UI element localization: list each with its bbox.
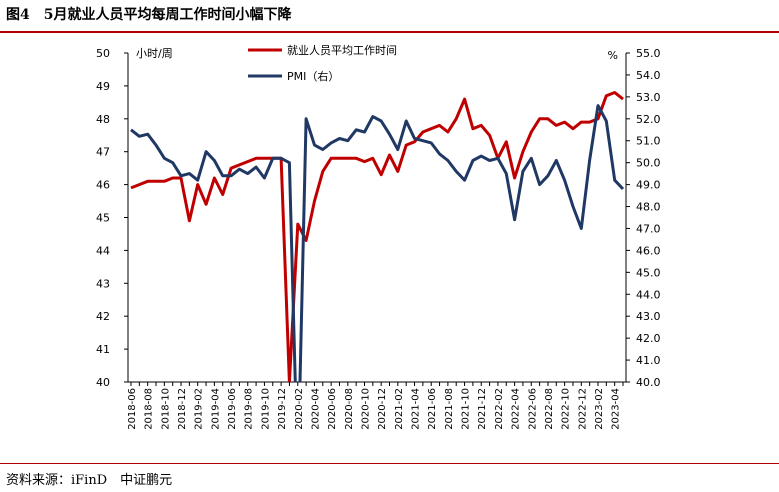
right-tick-label: 50.0 xyxy=(636,157,661,170)
right-tick-label: 44.0 xyxy=(636,288,661,301)
x-tick-label: 2018-10 xyxy=(160,388,171,430)
right-tick-label: 49.0 xyxy=(636,179,661,192)
x-tick-label: 2022-12 xyxy=(577,388,588,430)
right-tick-label: 55.0 xyxy=(636,47,661,60)
right-tick-label: 51.0 xyxy=(636,135,661,148)
x-tick-label: 2020-06 xyxy=(327,388,338,430)
right-tick-label: 48.0 xyxy=(636,201,661,214)
plot-lines xyxy=(130,91,625,382)
x-tick-label: 2021-02 xyxy=(394,388,405,430)
x-tick-label: 2022-10 xyxy=(561,388,572,430)
x-tick-label: 2021-06 xyxy=(427,388,438,430)
right-tick-label: 45.0 xyxy=(636,266,661,279)
x-tick-label: 2018-12 xyxy=(177,388,188,430)
x-tick-label: 2023-04 xyxy=(611,388,622,430)
x-tick-label: 2018-06 xyxy=(127,388,138,430)
x-tick-label: 2021-08 xyxy=(444,388,455,430)
x-tick-label: 2022-04 xyxy=(511,388,522,430)
x-tick-label: 2020-12 xyxy=(377,388,388,430)
left-tick-label: 42 xyxy=(96,310,110,323)
right-tick-label: 54.0 xyxy=(636,69,661,82)
left-tick-label: 47 xyxy=(96,146,110,159)
series-line-hours xyxy=(130,91,624,382)
left-tick-label: 40 xyxy=(96,376,110,389)
x-tick-label: 2019-06 xyxy=(227,388,238,430)
legend: 就业人员平均工作时间 PMI（右） xyxy=(248,43,397,83)
x-tick-label: 2019-04 xyxy=(210,388,221,430)
left-tick-label: 48 xyxy=(96,113,110,126)
left-tick-label: 50 xyxy=(96,47,110,60)
right-tick-label: 53.0 xyxy=(636,91,661,104)
left-tick-label: 44 xyxy=(96,244,110,257)
left-tick-label: 46 xyxy=(96,179,110,192)
right-axis-unit-label: % xyxy=(608,49,618,62)
x-tick-label: 2020-08 xyxy=(344,388,355,430)
left-tick-label: 43 xyxy=(96,277,110,290)
left-y-axis: 40 41 42 43 44 45 46 47 48 49 50 小时/周 xyxy=(96,47,173,389)
x-tick-label: 2022-02 xyxy=(494,388,505,430)
source-note: 资料来源：iFinD 中证鹏元 xyxy=(6,473,173,488)
x-tick-label: 2020-04 xyxy=(310,388,321,430)
x-tick-label: 2022-06 xyxy=(527,388,538,430)
x-tick-label: 2022-08 xyxy=(544,388,555,430)
right-tick-label: 47.0 xyxy=(636,222,661,235)
x-axis: 2018-06 2018-08 2018-10 2018-12 2019-02 2019-… xyxy=(127,381,626,430)
right-tick-label: 40.0 xyxy=(636,376,661,389)
x-tick-label: 2020-02 xyxy=(294,388,305,430)
figure-title: 图4 5月就业人员平均每周工作时间小幅下降 xyxy=(6,7,292,23)
legend-label: 就业人员平均工作时间 xyxy=(287,43,397,57)
x-tick-label: 2021-12 xyxy=(477,388,488,430)
left-tick-label: 45 xyxy=(96,212,110,225)
x-tick-label: 2018-08 xyxy=(144,388,155,430)
x-tick-label: 2019-10 xyxy=(260,388,271,430)
title-rule xyxy=(0,31,779,33)
x-tick-label: 2019-12 xyxy=(277,388,288,430)
x-tick-label: 2021-04 xyxy=(411,388,422,430)
left-tick-label: 49 xyxy=(96,80,110,93)
right-y-axis: 40.0 41.0 42.0 43.0 44.0 45.0 46.0 47.0 48.0 49.0… xyxy=(608,47,661,389)
right-tick-label: 42.0 xyxy=(636,332,661,345)
x-tick-label: 2023-02 xyxy=(594,388,605,430)
legend-label: PMI（右） xyxy=(287,69,339,83)
footer-rule xyxy=(0,463,779,464)
x-tick-label: 2019-02 xyxy=(194,388,205,430)
series-line-pmi xyxy=(130,104,625,382)
x-tick-label: 2020-10 xyxy=(360,388,371,430)
right-tick-label: 43.0 xyxy=(636,310,661,323)
left-axis-unit-label: 小时/周 xyxy=(136,47,173,60)
x-tick-label: 2021-10 xyxy=(461,388,472,430)
right-tick-label: 41.0 xyxy=(636,354,661,367)
right-tick-label: 52.0 xyxy=(636,113,661,126)
x-tick-label: 2019-08 xyxy=(244,388,255,430)
right-tick-label: 46.0 xyxy=(636,244,661,257)
left-tick-label: 41 xyxy=(96,343,110,356)
